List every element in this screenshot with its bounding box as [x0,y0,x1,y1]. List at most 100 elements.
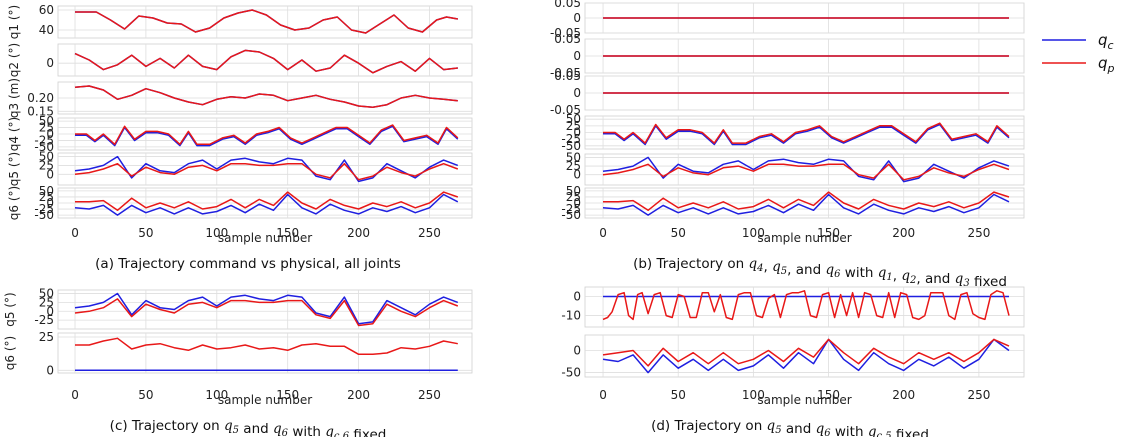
y-tick-label: 0 [46,56,54,70]
y-tick-label: 0.05 [554,69,581,83]
y-tick-label: -0.05 [550,103,581,117]
caption-c: (c) Trajectory on q5 and q6 with qc,6 fi… [110,418,387,437]
y-axis-label: q3 (m) [7,78,21,118]
x-tick-label: 200 [347,226,370,240]
x-tick-label: 50 [138,226,153,240]
y-tick-label: 0.20 [27,91,54,105]
series-line-physical [602,338,1010,367]
legend-label-physical: qp [1098,54,1115,75]
panel-d-2: -50 0 [561,334,1025,380]
y-tick-label: 0 [573,11,581,25]
panel-a-2: 0 q2 (°) [7,43,473,77]
y-tick-label: 50 [39,287,54,301]
y-tick-label: -25 [34,202,54,216]
x-axis-label: sample number [757,393,851,407]
x-tick-label: 0 [599,226,607,240]
y-tick-label: -25 [561,132,581,146]
y-tick-label: -0.05 [550,66,581,80]
series-line-physical [74,162,459,181]
x-tick-label: 100 [205,388,228,402]
panel-frame [57,332,473,374]
x-axis-label: sample number [757,231,851,245]
y-tick-label: -50 [34,208,54,222]
series-line-physical [75,337,458,356]
caption-b: (b) Trajectory on q4, q5, and q6 with q1… [633,256,1007,290]
series-line-physical [75,9,458,34]
series-line-physical [75,124,459,146]
y-tick-label: 50 [566,150,581,164]
series-line-command [603,123,1010,146]
series-line-command [602,193,1010,216]
panel-a-1: 40 60 q1 (°) [7,3,473,39]
x-tick-label: 0 [71,388,79,402]
series-line-command [75,125,459,147]
y-tick-label: -25 [34,313,54,327]
y-tick-label: 0 [573,49,581,63]
y-tick-label: 25 [566,119,581,133]
y-tick-label: 50 [39,150,54,164]
x-tick-label: 150 [276,226,299,240]
y-tick-label: 0 [573,290,581,304]
y-tick-label: 50 [39,184,54,198]
y-tick-label: 60 [39,3,54,17]
y-axis-label: q6 (°) [3,336,17,370]
x-tick-label: 150 [276,388,299,402]
panel-frame [584,153,1025,186]
y-tick-label: -50 [561,366,581,380]
x-axis-label: sample number [218,231,312,245]
y-tick-label: 50 [39,114,54,128]
series-line-physical [75,191,459,212]
y-tick-label: 0.15 [27,104,54,118]
y-tick-label: 25 [566,159,581,173]
y-tick-label: 25 [39,330,54,344]
y-tick-label: 25 [39,158,54,172]
x-tick-label: 200 [892,226,915,240]
x-tick-label: 250 [967,226,990,240]
legend-label-command: qc [1098,31,1114,52]
panel-frame [57,43,473,77]
panel-b-3: -0.05 0 0.05 [550,69,1025,117]
panel-frame [57,289,473,330]
x-tick-label: 200 [347,388,370,402]
y-axis-label: q1 (°) [7,5,21,39]
series-line-physical [602,163,1010,181]
panel-b-2: -0.05 0 0.05 [550,32,1025,80]
series-line-physical [603,191,1010,212]
x-tick-label: 250 [967,388,990,402]
y-tick-label: -0.05 [550,26,581,40]
x-tick-label: 0 [599,388,607,402]
y-tick-label: -50 [34,140,54,154]
y-tick-label: -50 [561,139,581,153]
y-axis-label: q5 (°) [3,292,17,326]
y-tick-label: 25 [39,121,54,135]
y-tick-label: 0 [573,168,581,182]
series-line-physical [74,49,458,74]
y-axis-label: q4 (°) [7,117,21,151]
y-tick-label: 0 [46,304,54,318]
chart-b: -0.0500.05-0.0500.05-0.0500.05-50-250255… [550,0,1025,245]
x-tick-label: 0 [71,226,79,240]
y-tick-label: -10 [561,309,581,323]
panel-c-2: 0 25 q6 (°) [3,330,473,377]
series-line-command [602,338,1010,374]
x-tick-label: 50 [671,388,686,402]
y-axis-label: q5 (°) [7,152,21,186]
x-tick-label: 50 [671,226,686,240]
y-tick-label: 0 [573,86,581,100]
y-tick-label: 40 [39,23,54,37]
y-tick-label: -25 [561,202,581,216]
series-line-physical [74,298,459,327]
y-tick-label: -50 [561,208,581,222]
series-line-command [74,193,459,216]
series-line-physical [603,122,1010,144]
series-line-physical [74,85,458,109]
y-tick-label: 0 [573,343,581,357]
y-axis-label: q6 (°) [7,186,21,220]
